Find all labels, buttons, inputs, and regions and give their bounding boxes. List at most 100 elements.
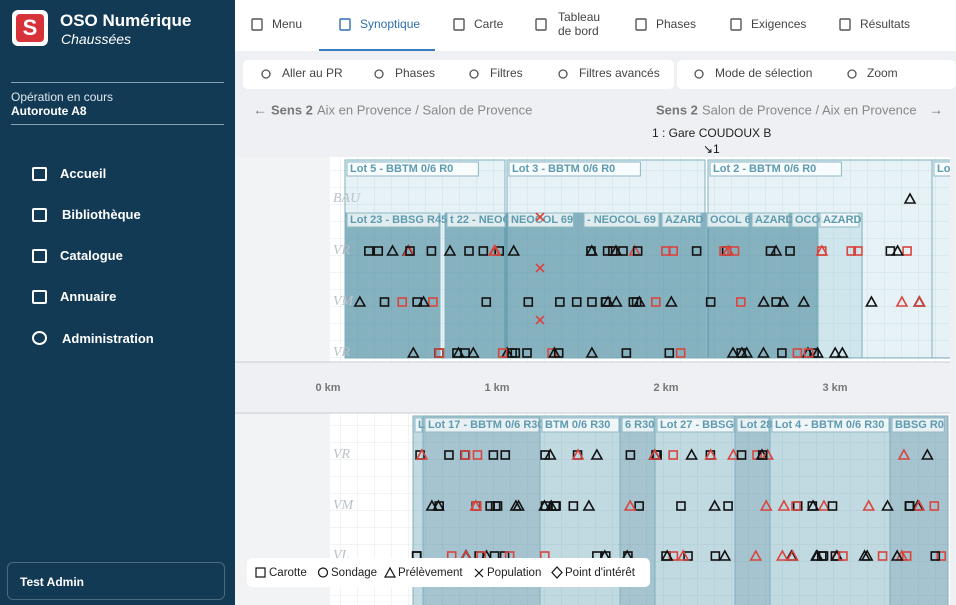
sample-carotte	[444, 450, 454, 460]
sample-carotte	[478, 246, 489, 256]
sample-prelevement	[817, 499, 831, 511]
km-label: 1 km	[484, 382, 509, 394]
sample-prelevement	[543, 448, 557, 460]
sample-prelevement	[920, 448, 934, 460]
km-label: 2 km	[653, 382, 678, 394]
nav-item[interactable]: Exigences	[751, 17, 806, 31]
top-nav	[235, 0, 956, 51]
menu-icon	[32, 331, 47, 345]
nav-item[interactable]: Phases	[656, 17, 696, 31]
tool-icon	[261, 69, 271, 79]
nav-icon	[839, 18, 851, 31]
sample-carotte	[428, 297, 438, 307]
menu-item[interactable]: Administration	[62, 331, 154, 346]
sample-carotte	[460, 450, 471, 460]
lot-label: - NEOCOL 69	[587, 214, 656, 226]
sample-carotte	[497, 348, 508, 358]
sample-prelevement	[865, 295, 878, 307]
sample-carotte	[632, 246, 643, 256]
sample-prelevement	[660, 549, 674, 561]
toolbar	[677, 60, 956, 89]
sample-prelevement	[890, 549, 904, 561]
sample-prelevement	[708, 499, 722, 511]
direction-sens: Sens 2	[656, 102, 698, 117]
lot-label-bg	[706, 212, 750, 228]
user-box[interactable]: Test Admin	[7, 562, 225, 600]
nav-item[interactable]: Synoptique	[360, 17, 420, 31]
menu-item[interactable]: Catalogue	[60, 248, 123, 263]
lane-label: VM	[333, 294, 355, 309]
lot-label: Lot 4 - BBTM 0/6 R30	[775, 419, 884, 431]
sample-prelevement	[548, 346, 561, 358]
lot-label: L	[418, 419, 425, 431]
sample-carotte	[587, 297, 597, 307]
nav-item[interactable]: Tableau de bord	[558, 10, 600, 38]
tool-button[interactable]: Filtres	[490, 66, 523, 80]
sample-prelevement	[777, 499, 791, 511]
lot-label-bg	[424, 417, 540, 433]
legend-symbol	[474, 568, 484, 578]
legend	[247, 558, 650, 587]
sample-prelevement	[891, 244, 904, 256]
lot-label-bg	[661, 212, 702, 228]
sample-carotte	[777, 348, 787, 358]
lot-label-bg	[791, 212, 818, 228]
app-subtitle[interactable]: Chaussées	[61, 31, 132, 47]
sample-prelevement	[895, 295, 909, 307]
sample-prelevement	[443, 244, 457, 256]
sample-carotte	[930, 551, 941, 561]
tool-button[interactable]: Aller au PR	[282, 66, 343, 80]
sample-carotte	[664, 348, 675, 358]
menu-item[interactable]: Accueil	[60, 166, 107, 181]
sample-carotte	[791, 501, 801, 511]
sample-carotte	[827, 501, 838, 511]
sample-prelevement	[538, 499, 551, 511]
tool-button[interactable]: Phases	[395, 66, 435, 80]
sample-prelevement	[507, 244, 521, 256]
direction-route: Aix en Provence / Salon de Provence	[317, 102, 532, 117]
sample-carotte	[929, 501, 940, 511]
sample-population	[535, 212, 545, 222]
sample-prelevement	[417, 295, 430, 307]
lot	[505, 212, 583, 359]
lot-label-bg	[709, 161, 842, 177]
legend-symbol	[383, 566, 397, 578]
tool-icon	[558, 69, 568, 79]
lot-label-bg	[507, 212, 574, 228]
lot	[749, 212, 791, 359]
sample-prelevement	[488, 244, 502, 256]
sample-carotte	[853, 246, 863, 256]
lane-label: BAU	[333, 191, 361, 206]
nav-item[interactable]: Menu	[272, 17, 302, 31]
lot-label-bg	[346, 212, 440, 228]
sample-carotte	[846, 246, 857, 256]
direction-sens: Sens 2	[271, 102, 313, 117]
sample-prelevement	[761, 448, 774, 460]
sample-prelevement	[903, 192, 917, 204]
sample-carotte	[460, 348, 470, 358]
nav-item[interactable]: Carte	[474, 17, 504, 31]
sample-prelevement	[664, 295, 678, 307]
sample-carotte	[675, 348, 686, 358]
lane-label: VR	[333, 243, 351, 258]
tool-icon	[847, 69, 857, 79]
tool-button[interactable]: Filtres avancés	[579, 66, 660, 80]
menu-item[interactable]: Annuaire	[60, 289, 117, 304]
nav-item[interactable]: Résultats	[860, 17, 910, 31]
lot-label-bg	[414, 417, 423, 433]
sample-carotte	[551, 501, 561, 511]
lot-label-bg	[933, 161, 950, 177]
synoptic: Lot 5 - BBTM 0/6 R0 Lot 3 - BBTM 0/6 R0 Lo…	[235, 0, 956, 605]
sample-carotte	[661, 246, 671, 256]
tool-button[interactable]: Mode de sélection	[715, 66, 812, 80]
menu-item[interactable]: Bibliothèque	[62, 207, 141, 222]
lot-label-bg	[583, 212, 660, 228]
tool-button[interactable]: Zoom	[867, 66, 898, 80]
sample-prelevement	[828, 346, 842, 358]
sample-prelevement	[775, 549, 789, 561]
legend-label: Sondage	[331, 567, 377, 579]
tool-icon	[374, 69, 384, 79]
lot-label-bg	[891, 417, 945, 433]
sample-carotte	[705, 297, 716, 307]
